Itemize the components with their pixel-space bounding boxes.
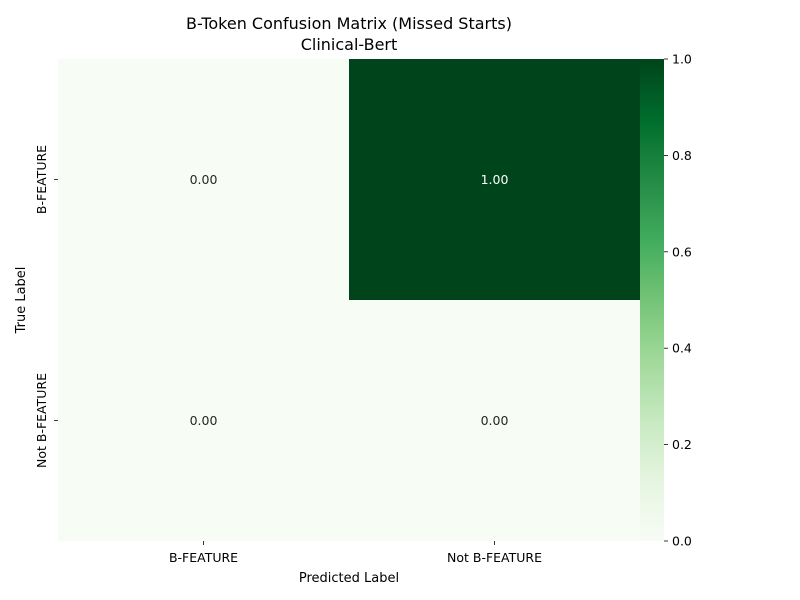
y-tick-label-1: Not B-FEATURE bbox=[34, 373, 49, 468]
colorbar-ticks: 0.0 0.2 0.4 0.6 0.8 1.0 bbox=[664, 52, 692, 549]
colorbar-tick-label-4: 0.8 bbox=[672, 148, 692, 163]
x-tick-label-1: Not B-FEATURE bbox=[447, 550, 542, 565]
colorbar-tick-label-0: 0.0 bbox=[672, 534, 692, 549]
x-axis: B-FEATURE Not B-FEATURE bbox=[169, 541, 542, 565]
x-axis-label: Predicted Label bbox=[299, 571, 399, 586]
cell-value-label-1-0: 0.00 bbox=[190, 413, 218, 428]
colorbar-tick-label-2: 0.4 bbox=[672, 341, 692, 356]
colorbar-tick-label-5: 1.0 bbox=[672, 52, 692, 67]
colorbar bbox=[640, 59, 664, 541]
chart-title: B-Token Confusion Matrix (Missed Starts) bbox=[186, 14, 512, 33]
heatmap-cell-1-1 bbox=[349, 300, 640, 541]
cell-value-label-0-1: 1.00 bbox=[481, 172, 509, 187]
colorbar-tick-label-1: 0.2 bbox=[672, 437, 692, 452]
heatmap-cell-0-0 bbox=[58, 59, 349, 300]
y-axis-label: True Label bbox=[14, 267, 29, 335]
cell-value-label-0-0: 0.00 bbox=[190, 172, 218, 187]
colorbar-tick-label-3: 0.6 bbox=[672, 244, 692, 259]
colorbar-gradient bbox=[640, 59, 664, 541]
cell-value-label-1-1: 0.00 bbox=[481, 413, 509, 428]
y-axis: B-FEATURE Not B-FEATURE bbox=[34, 145, 58, 468]
y-tick-label-0: B-FEATURE bbox=[34, 145, 49, 214]
heatmap-cells: 0.00 1.00 0.00 0.00 bbox=[58, 59, 640, 541]
heatmap-cell-1-0 bbox=[58, 300, 349, 541]
chart-subtitle: Clinical-Bert bbox=[301, 35, 398, 54]
x-tick-label-0: B-FEATURE bbox=[169, 550, 238, 565]
heatmap-cell-0-1 bbox=[349, 59, 640, 300]
